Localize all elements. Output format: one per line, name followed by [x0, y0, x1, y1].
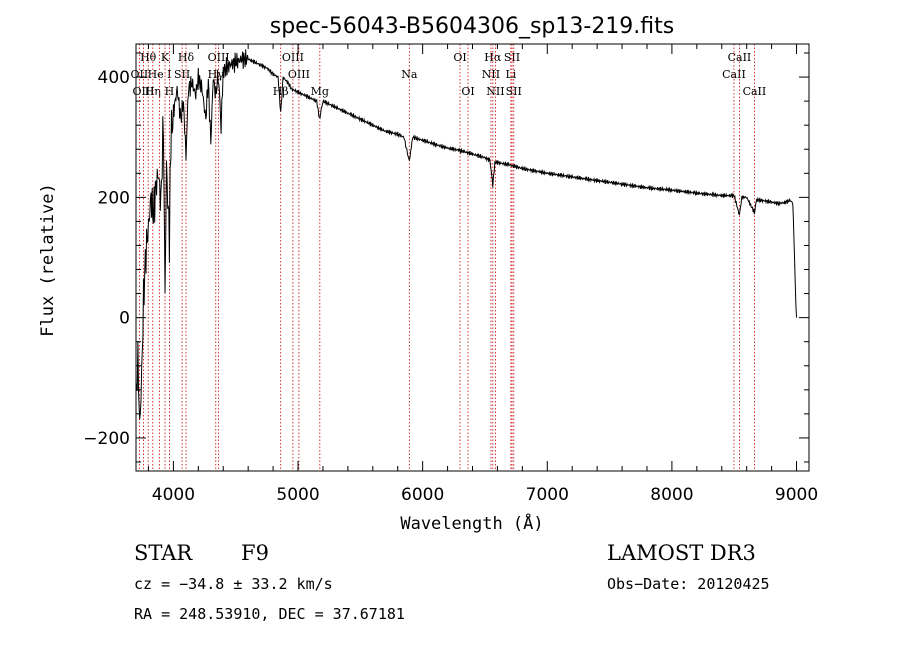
spectral-line-label: OII — [131, 68, 149, 81]
spectrum-series — [135, 49, 797, 420]
spectral-line-label: OIII — [208, 51, 230, 64]
spectral-line-label: Na — [401, 68, 418, 81]
y-axis-label: Flux (relative) — [38, 183, 58, 337]
y-tick-label: 400 — [98, 68, 130, 88]
spectral-line-label: Li — [505, 68, 516, 81]
object-subclass: F9 — [241, 541, 269, 565]
spectral-line-label: CaII — [728, 51, 752, 64]
y-tick-label: −200 — [83, 429, 130, 449]
x-tick-label: 4000 — [152, 485, 195, 505]
chart-title: spec-56043-B5604306_sp13-219.fits — [270, 14, 675, 39]
survey-name: LAMOST DR3 — [607, 541, 756, 565]
spectral-line-label: CaII — [722, 68, 746, 81]
x-axis-label: Wavelength (Å) — [400, 512, 543, 534]
x-tick-label: 9000 — [775, 485, 818, 505]
spectral-line-label: NII — [486, 85, 504, 98]
spectral-line-label: SII — [174, 68, 190, 81]
y-tick-label: 200 — [98, 188, 130, 208]
x-tick-label: 8000 — [650, 485, 693, 505]
redshift-readout: cz = −34.8 ± 33.2 km/s — [134, 575, 333, 593]
spectral-line-label: NII — [482, 68, 500, 81]
spectral-line-label: OIII — [288, 68, 310, 81]
plot-frame — [135, 43, 810, 472]
spectral-line-label: OI — [461, 85, 474, 98]
spectral-line-label: Mg — [311, 85, 329, 98]
obs-date: Obs−Date: 20120425 — [607, 575, 770, 593]
spectral-line-label: OIII — [282, 51, 304, 64]
object-class: STAR — [134, 541, 193, 565]
x-tick-label: 7000 — [526, 485, 569, 505]
spectral-line-label: SII — [506, 85, 522, 98]
spectral-line-label: SII — [504, 51, 520, 64]
y-tick-label: 0 — [119, 309, 130, 329]
spectral-line-label: OI — [453, 51, 466, 64]
spectral-line-label: K — [161, 51, 170, 64]
spectral-line-label: Hγ — [208, 68, 225, 81]
spectral-line-label: Hδ — [178, 51, 195, 64]
spectral-line-label: Hη — [145, 85, 161, 98]
y-axis-ticks: −200 0 200 400 — [83, 52, 809, 463]
spectral-line-label: Hα — [484, 51, 502, 64]
spectral-line-label: He I — [148, 68, 172, 81]
spectral-line-label: CaII — [743, 85, 767, 98]
x-axis-ticks: 4000 5000 6000 7000 8000 9000 — [147, 44, 818, 505]
spectral-line-label: Hβ — [273, 85, 289, 98]
spectral-line-label: H — [165, 85, 175, 98]
x-tick-label: 5000 — [276, 485, 319, 505]
spectral-line-label: OIII — [132, 85, 154, 98]
coordinates-readout: RA = 248.53910, DEC = 37.67181 — [134, 605, 405, 623]
spectrum-line — [135, 49, 797, 420]
spectral-line-label: Hθ — [140, 51, 157, 64]
x-tick-label: 6000 — [401, 485, 444, 505]
